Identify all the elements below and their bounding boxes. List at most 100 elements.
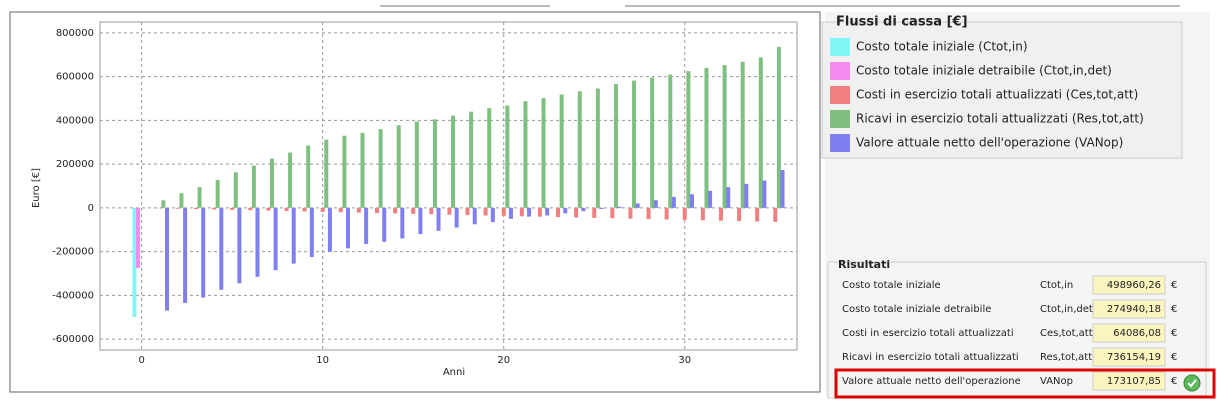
bar bbox=[538, 208, 542, 217]
y-tick-label: 600000 bbox=[56, 72, 94, 83]
bar bbox=[339, 208, 343, 212]
bar bbox=[212, 208, 216, 210]
bar bbox=[686, 71, 690, 208]
bar bbox=[270, 159, 274, 208]
bar bbox=[647, 208, 651, 219]
bar bbox=[469, 112, 473, 208]
result-label: Costi in esercizio totali attualizzati bbox=[842, 328, 1014, 339]
bar bbox=[777, 47, 781, 208]
bar bbox=[306, 146, 310, 208]
bar bbox=[324, 140, 328, 208]
result-unit: € bbox=[1171, 280, 1177, 291]
bar bbox=[520, 208, 524, 216]
bar bbox=[321, 208, 325, 212]
bar bbox=[198, 187, 202, 208]
bar bbox=[165, 208, 169, 311]
result-value: 173107,85 bbox=[1107, 376, 1161, 387]
bar bbox=[382, 208, 386, 242]
bar bbox=[719, 208, 723, 221]
bar bbox=[328, 208, 332, 252]
bar bbox=[505, 106, 509, 208]
result-unit: € bbox=[1171, 376, 1177, 387]
bar bbox=[176, 208, 180, 209]
x-axis-label: Anni bbox=[443, 367, 465, 378]
bar bbox=[361, 133, 365, 208]
bar bbox=[466, 208, 470, 215]
bar bbox=[415, 121, 419, 207]
bar bbox=[502, 208, 506, 216]
bar bbox=[781, 170, 785, 208]
bar bbox=[234, 172, 238, 208]
bar bbox=[741, 62, 745, 208]
y-tick-label: -200000 bbox=[52, 247, 94, 258]
y-tick-label: 800000 bbox=[56, 28, 94, 39]
bar bbox=[132, 208, 136, 317]
bar bbox=[310, 208, 314, 257]
bar bbox=[375, 208, 379, 213]
legend-swatch bbox=[830, 62, 850, 80]
bar bbox=[614, 84, 618, 208]
bar bbox=[723, 65, 727, 208]
bar bbox=[708, 191, 712, 208]
bar bbox=[288, 153, 292, 208]
result-unit: € bbox=[1171, 352, 1177, 363]
bar bbox=[690, 194, 694, 208]
result-symbol: Res,tot,att bbox=[1040, 352, 1092, 363]
bar bbox=[342, 136, 346, 208]
result-symbol: VANop bbox=[1040, 376, 1073, 387]
bar bbox=[759, 57, 763, 207]
legend-title: Flussi di cassa [€] bbox=[836, 15, 968, 30]
y-axis-label: Euro [€] bbox=[31, 168, 42, 208]
bar bbox=[364, 208, 368, 244]
ok-icon bbox=[1184, 375, 1200, 391]
bar bbox=[194, 208, 198, 209]
bar bbox=[762, 181, 766, 208]
bar bbox=[179, 193, 183, 208]
result-label: Costo totale iniziale detraibile bbox=[842, 304, 991, 315]
y-tick-label: 0 bbox=[88, 203, 94, 214]
bar bbox=[248, 208, 252, 210]
bar bbox=[632, 81, 636, 208]
bar bbox=[219, 208, 223, 290]
bar bbox=[252, 166, 256, 208]
legend-swatch bbox=[830, 110, 850, 128]
bar bbox=[397, 125, 401, 208]
bar bbox=[473, 208, 477, 224]
y-tick-label: -400000 bbox=[52, 290, 94, 301]
bar bbox=[523, 101, 527, 208]
bar bbox=[451, 116, 455, 208]
bar bbox=[455, 208, 459, 228]
bar bbox=[744, 184, 748, 208]
result-symbol: Ctot,in bbox=[1040, 280, 1073, 291]
bar bbox=[256, 208, 260, 277]
legend-swatch bbox=[830, 86, 850, 104]
bar bbox=[284, 208, 288, 211]
bar bbox=[654, 200, 658, 208]
bar bbox=[433, 119, 437, 208]
bar bbox=[737, 208, 741, 221]
result-unit: € bbox=[1171, 304, 1177, 315]
bar bbox=[683, 208, 687, 220]
bar bbox=[560, 95, 564, 208]
bar bbox=[437, 208, 441, 231]
bar bbox=[429, 208, 433, 214]
bar bbox=[592, 208, 596, 218]
bar bbox=[704, 68, 708, 208]
bar bbox=[581, 208, 585, 211]
x-tick-label: 0 bbox=[138, 355, 144, 366]
bar bbox=[411, 208, 415, 214]
bar bbox=[237, 208, 241, 283]
legend-swatch bbox=[830, 38, 850, 56]
bar bbox=[628, 208, 632, 219]
bar bbox=[379, 129, 383, 208]
bar bbox=[636, 203, 640, 207]
bar bbox=[610, 208, 614, 218]
bar bbox=[201, 208, 205, 298]
bar bbox=[484, 208, 488, 216]
bar bbox=[346, 208, 350, 248]
x-tick-label: 20 bbox=[497, 355, 510, 366]
bar bbox=[161, 200, 165, 208]
legend-label: Costi in esercizio totali attualizzati (… bbox=[856, 88, 1138, 102]
